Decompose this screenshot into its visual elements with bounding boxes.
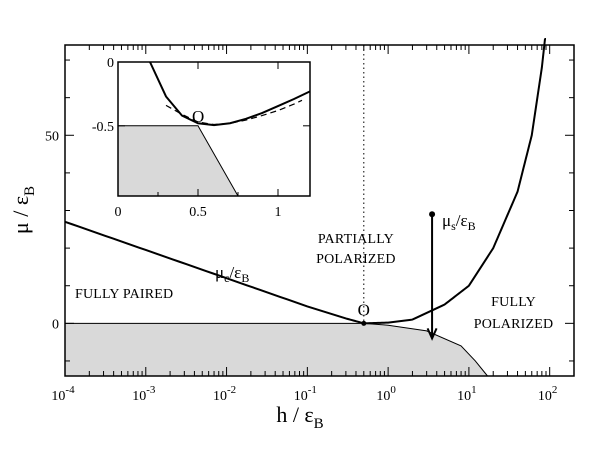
y-tick-label: 50 [45, 129, 59, 144]
inset-solid-curve [149, 61, 311, 127]
inset-y-tick-label: 0 [107, 56, 114, 71]
x-tick-base: 10 [457, 389, 471, 404]
inset-shaded-boundary [118, 125, 239, 197]
main-plot: 10-4 10-3 10-2 10-1 100 101 102 050 O FULLY PA… [8, 38, 575, 432]
x-tick-base: 10 [51, 389, 65, 404]
x-tick-exponent: 1 [471, 384, 477, 396]
annotation-polarized-middle: POLARIZED [316, 252, 396, 267]
mu-c-curve [64, 220, 365, 325]
x-tick-label: 10-3 [132, 384, 156, 404]
x-axis-title-main: h / ε [276, 402, 313, 427]
point-O-label: O [358, 300, 370, 319]
inset-x-ticks: 0 0.5 1 [115, 62, 282, 220]
mu-s-label: μs/εB [442, 211, 476, 233]
x-tick-exponent: -3 [146, 384, 156, 396]
y-tick-label: 0 [52, 317, 59, 332]
x-tick-base: 10 [294, 389, 308, 404]
x-tick-base: 10 [132, 389, 146, 404]
inset-x-tick-label: 0.5 [189, 205, 207, 220]
x-tick-exponent: -1 [308, 384, 317, 396]
point-O-marker [361, 320, 367, 326]
mu-c-label: μc/εB [215, 263, 249, 285]
x-tick-base: 10 [538, 389, 552, 404]
mu-c-tail-subscript: B [241, 271, 249, 285]
x-tick-exponent: 2 [552, 384, 558, 396]
inset-x-tick-label: 1 [275, 205, 282, 220]
mu-s-curve [363, 38, 547, 325]
y-axis-title-subscript: B [22, 186, 38, 196]
arrow-head [426, 327, 438, 341]
annotation-fully-paired: FULLY PAIRED [75, 287, 173, 302]
x-axis-title-subscript: B [314, 416, 324, 432]
x-tick-label: 100 [376, 384, 396, 404]
mu-c-subscript: c [224, 271, 229, 285]
annotation-polarized-right: POLARIZED [474, 317, 554, 332]
inset-y-tick-label: -0.5 [92, 120, 114, 135]
x-tick-label: 10-1 [294, 384, 317, 404]
inset-frame [117, 61, 311, 197]
x-tick-base: 10 [376, 389, 390, 404]
mu-s-subscript: s [451, 219, 456, 233]
main-x-ticks: 10-4 10-3 10-2 10-1 100 101 102 [51, 45, 575, 404]
x-axis-title: h / εB [276, 402, 323, 432]
x-tick-exponent: 0 [390, 384, 396, 396]
mu-s-tail: /ε [456, 211, 468, 230]
x-tick-exponent: -2 [227, 384, 236, 396]
mu-c-symbol: μ [215, 263, 224, 282]
annotation-partially: PARTIALLY [318, 232, 394, 247]
inset-x-tick-label: 0 [115, 205, 122, 220]
mu-s-tail-subscript: B [468, 219, 476, 233]
fully-paired-shaded-region [65, 323, 488, 376]
inset-plot: 0 0.5 1 0-0.5 O [92, 56, 311, 220]
mu-c-tail: /ε [229, 263, 241, 282]
x-tick-label: 10-4 [51, 384, 75, 404]
x-tick-label: 10-2 [213, 384, 236, 404]
annotation-fully: FULLY [491, 295, 536, 310]
x-tick-label: 101 [457, 384, 477, 404]
x-tick-exponent: -4 [65, 384, 75, 396]
inset-y-ticks: 0 -0.5 [92, 56, 310, 135]
x-tick-label: 102 [538, 384, 558, 404]
y-axis-title-main: μ / ε [8, 196, 33, 234]
inset-point-O-label: O [192, 107, 204, 126]
arrow-marker [426, 211, 438, 341]
y-axis-title: μ / εB [8, 186, 38, 234]
mu-s-symbol: μ [442, 211, 451, 230]
main-y-ticks: 0 50 [45, 59, 574, 362]
x-tick-base: 10 [213, 389, 227, 404]
